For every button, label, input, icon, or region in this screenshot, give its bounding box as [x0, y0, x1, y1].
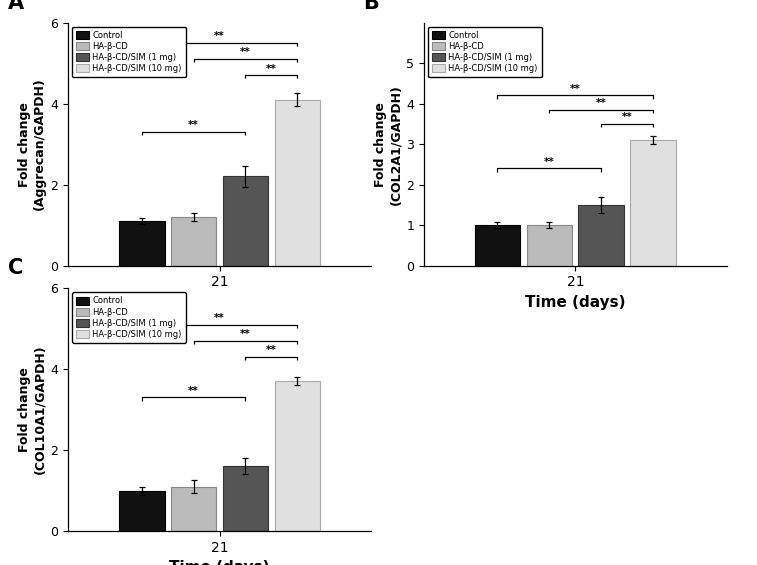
Text: **: ** [621, 112, 633, 122]
Text: C: C [8, 258, 23, 279]
Bar [171, 217, 217, 266]
Legend: Control, HA-β-CD, HA-β-CD/SIM (1 mg), HA-β-CD/SIM (10 mg): Control, HA-β-CD, HA-β-CD/SIM (1 mg), HA… [73, 292, 185, 343]
Text: **: ** [214, 31, 225, 41]
Bar [223, 176, 268, 266]
Legend: Control, HA-β-CD, HA-β-CD/SIM (1 mg), HA-β-CD/SIM (10 mg): Control, HA-β-CD, HA-β-CD/SIM (1 mg), HA… [73, 27, 185, 77]
Text: **: ** [570, 84, 581, 94]
Legend: Control, HA-β-CD, HA-β-CD/SIM (1 mg), HA-β-CD/SIM (10 mg): Control, HA-β-CD, HA-β-CD/SIM (1 mg), HA… [428, 27, 541, 77]
Bar [275, 99, 320, 266]
Text: **: ** [188, 386, 199, 396]
Text: **: ** [240, 47, 251, 58]
Bar [475, 225, 520, 266]
Bar [578, 205, 624, 266]
Bar [275, 381, 320, 531]
Bar [119, 221, 164, 266]
Text: **: ** [240, 329, 251, 339]
Text: **: ** [266, 64, 277, 73]
Y-axis label: Fold change
(COL10A1/GAPDH): Fold change (COL10A1/GAPDH) [18, 345, 46, 475]
Y-axis label: Fold change
(COL2A1/GAPDH): Fold change (COL2A1/GAPDH) [374, 84, 402, 205]
X-axis label: Time (days): Time (days) [525, 295, 625, 310]
X-axis label: Time (days): Time (days) [170, 560, 269, 565]
Bar [119, 490, 164, 531]
Text: **: ** [214, 313, 225, 323]
Text: **: ** [544, 157, 555, 167]
Y-axis label: Fold change
(Aggrecan/GAPDH): Fold change (Aggrecan/GAPDH) [18, 78, 46, 210]
Text: **: ** [596, 98, 606, 108]
Bar [223, 466, 268, 531]
Text: B: B [363, 0, 379, 13]
X-axis label: Time (days): Time (days) [170, 295, 269, 310]
Text: **: ** [266, 345, 277, 355]
Text: A: A [8, 0, 23, 13]
Bar [527, 225, 572, 266]
Bar [171, 486, 217, 531]
Bar [631, 140, 676, 266]
Text: **: ** [188, 120, 199, 131]
